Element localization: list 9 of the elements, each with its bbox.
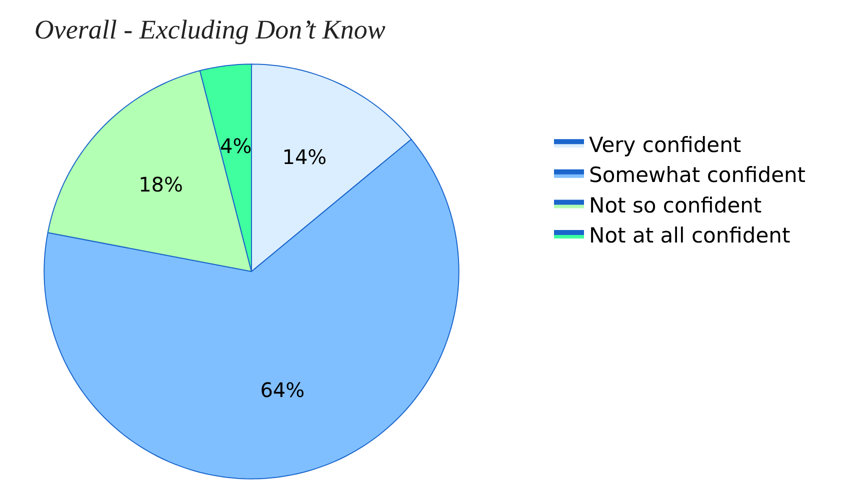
data-label: 14%: [282, 144, 327, 169]
data-label: 64%: [260, 378, 305, 402]
legend-label: Not so confident: [589, 193, 762, 218]
legend-label: Somewhat confident: [589, 163, 806, 188]
legend-label: Very confident: [589, 132, 742, 157]
data-label: 4%: [220, 134, 252, 158]
data-label: 18%: [138, 172, 184, 196]
legend-label: Not at all confident: [589, 224, 790, 248]
chart-title: Overall - Excluding Don’t Know: [34, 14, 386, 44]
